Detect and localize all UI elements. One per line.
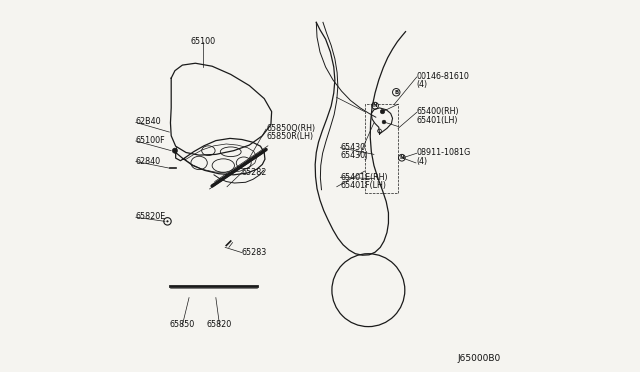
Text: 65820E: 65820E bbox=[136, 212, 166, 221]
Text: 65850: 65850 bbox=[170, 320, 195, 329]
Text: 65850Q(RH): 65850Q(RH) bbox=[266, 124, 315, 133]
Text: 65850R(LH): 65850R(LH) bbox=[266, 132, 313, 141]
Circle shape bbox=[382, 120, 386, 124]
Text: 65282: 65282 bbox=[242, 168, 268, 177]
Text: 65401E(RH): 65401E(RH) bbox=[340, 173, 388, 182]
Text: 08911-1081G: 08911-1081G bbox=[417, 148, 471, 157]
Text: 65100F: 65100F bbox=[136, 136, 166, 145]
Text: 65100: 65100 bbox=[190, 38, 216, 46]
Text: (4): (4) bbox=[417, 157, 428, 166]
Text: B: B bbox=[394, 90, 398, 95]
Text: 65401(LH): 65401(LH) bbox=[417, 116, 458, 125]
Circle shape bbox=[172, 148, 177, 153]
Circle shape bbox=[167, 221, 168, 222]
Text: N: N bbox=[372, 103, 378, 108]
Text: (4): (4) bbox=[417, 80, 428, 89]
Text: 65400(RH): 65400(RH) bbox=[417, 108, 460, 116]
Text: 65430: 65430 bbox=[340, 143, 365, 152]
Text: 62840: 62840 bbox=[136, 157, 161, 166]
Text: J65000B0: J65000B0 bbox=[457, 354, 500, 363]
Text: 65430J: 65430J bbox=[340, 151, 368, 160]
Circle shape bbox=[380, 109, 385, 114]
Text: 65820: 65820 bbox=[207, 320, 232, 329]
Text: 65283: 65283 bbox=[242, 248, 267, 257]
Text: N: N bbox=[399, 155, 404, 160]
Text: 62B40: 62B40 bbox=[136, 118, 161, 126]
Text: 65401F(LH): 65401F(LH) bbox=[340, 181, 387, 190]
Text: 00146-81610: 00146-81610 bbox=[417, 72, 470, 81]
